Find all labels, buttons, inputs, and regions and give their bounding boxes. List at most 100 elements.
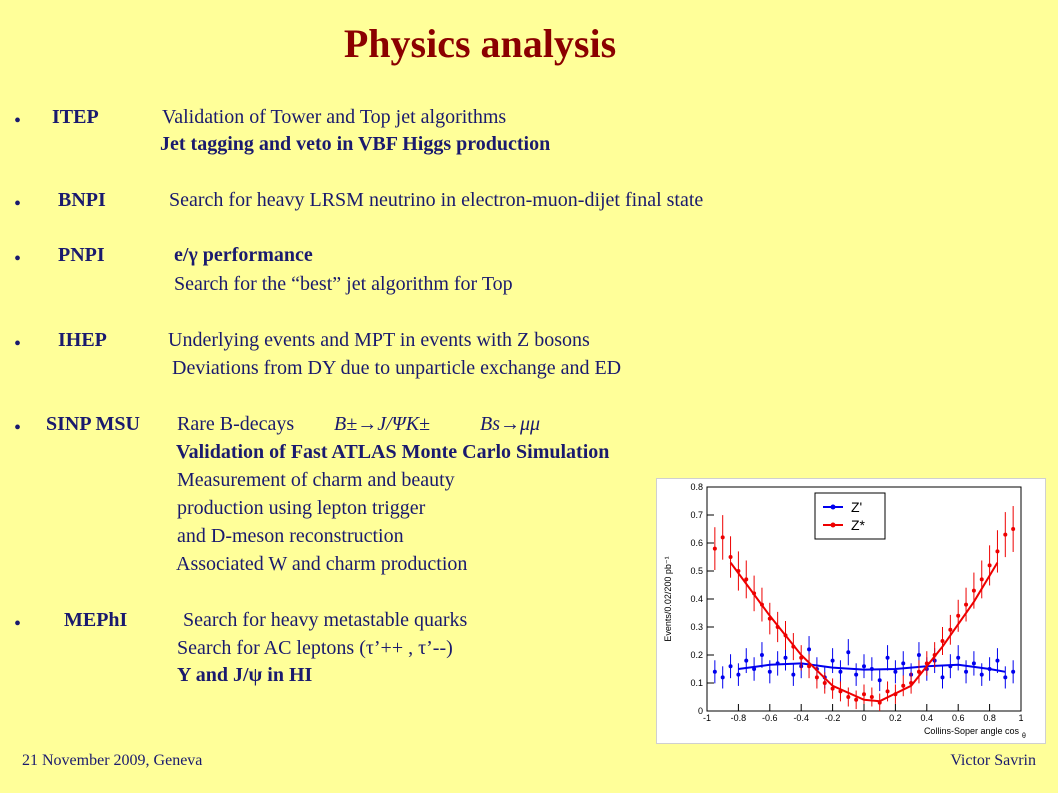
y-tick-label: 0 — [698, 706, 703, 716]
institute-sinp: SINP MSU — [46, 413, 140, 435]
data-point — [1011, 669, 1016, 674]
data-point — [759, 653, 764, 657]
data-point — [940, 639, 945, 643]
x-axis-label-subscript: θ — [1022, 733, 1026, 740]
data-point — [885, 655, 890, 660]
bullet-ihep: • — [14, 333, 22, 355]
bullet-itep: • — [14, 110, 22, 132]
bnpi-line-1: Search for heavy LRSM neutrino in electr… — [169, 189, 704, 211]
y-tick-label: 0.8 — [690, 482, 703, 492]
institute-mephi: MEPhI — [64, 609, 128, 631]
data-point — [869, 695, 874, 699]
data-point — [979, 672, 984, 677]
mephi-line-3: Y and J/ψ in HI — [177, 664, 313, 686]
data-point — [846, 695, 851, 699]
data-point — [822, 681, 827, 685]
x-tick-label: 0.4 — [921, 713, 934, 723]
data-point — [862, 664, 866, 669]
data-point — [767, 669, 772, 674]
legend-box — [814, 492, 886, 540]
legend-marker — [830, 522, 836, 528]
y-tick-label: 0.4 — [690, 594, 703, 604]
itep-line-1: Validation of Tower and Top jet algorith… — [162, 106, 507, 128]
bullet-bnpi: • — [14, 193, 22, 215]
data-point — [728, 664, 733, 669]
sinp-line-1: Rare B-decays — [177, 413, 295, 435]
data-point — [995, 549, 1000, 554]
data-point — [1011, 527, 1016, 531]
data-point — [830, 686, 835, 691]
institute-bnpi: BNPI — [58, 189, 106, 211]
fit-curve — [738, 662, 1006, 673]
pnpi-line-1: e/γ performance — [174, 244, 313, 266]
x-tick-label: -0.8 — [731, 713, 747, 723]
data-point — [854, 697, 859, 702]
data-point — [838, 669, 843, 674]
data-point — [814, 675, 819, 680]
data-point — [862, 692, 866, 697]
x-tick-label: -0.4 — [793, 713, 809, 723]
cos-theta-distribution-chart: 0 0.1 0.2 0.3 0.4 0.5 0.6 0.7 0.8 -1 -0.8 -0.6 -0.4 -… — [656, 478, 1046, 744]
data-point — [720, 675, 725, 680]
chart-svg: 0 0.1 0.2 0.3 0.4 0.5 0.6 0.7 0.8 -1 -0.8 -0.6 -0.4 -… — [663, 482, 1026, 740]
data-point — [712, 669, 717, 674]
legend: Z' Z* — [814, 492, 886, 540]
data-point — [964, 602, 969, 607]
institute-pnpi: PNPI — [58, 244, 105, 266]
y-tick-label: 0.6 — [690, 538, 703, 548]
data-point — [744, 658, 749, 663]
footer-author: Victor Savrin — [950, 752, 1036, 769]
y-tick-label: 0.7 — [690, 510, 703, 520]
data-point — [830, 658, 835, 663]
bullet-mephi: • — [14, 613, 22, 635]
x-tick-label: 1 — [1018, 713, 1023, 723]
y-tick-label: 0.3 — [690, 622, 703, 632]
data-point — [736, 672, 741, 677]
data-point — [940, 675, 945, 680]
mephi-line-2: Search for AC leptons (τ’++ , τ’--) — [177, 637, 453, 659]
ihep-line-1: Underlying events and MPT in events with… — [168, 329, 590, 351]
x-tick-label: 0 — [861, 713, 866, 723]
pnpi-line-2: Search for the “best” jet algorithm for … — [174, 273, 513, 295]
data-point — [712, 546, 717, 551]
data-point — [901, 661, 906, 666]
data-point — [916, 653, 921, 657]
sinp-line-6: Associated W and charm production — [176, 553, 468, 575]
slide-title: Physics analysis — [343, 21, 617, 66]
data-point — [885, 689, 890, 694]
data-point — [971, 588, 976, 593]
data-point — [1003, 675, 1008, 680]
data-point — [948, 627, 953, 632]
series-z-prime — [712, 636, 1016, 692]
y-axis-label: Events/0.02/200 pb⁻¹ — [663, 556, 673, 641]
itep-line-2: Jet tagging and veto in VBF Higgs produc… — [160, 133, 551, 155]
data-point — [744, 577, 749, 582]
sinp-line-3: Measurement of charm and beauty — [177, 469, 455, 491]
bullet-pnpi: • — [14, 248, 22, 270]
data-point — [720, 535, 725, 540]
data-point — [987, 563, 992, 568]
data-point — [877, 678, 882, 683]
bullet-sinp: • — [14, 417, 22, 439]
y-tick-label: 0.5 — [690, 566, 703, 576]
legend-label: Z* — [851, 517, 866, 533]
y-tick-label: 0.1 — [690, 678, 703, 688]
x-tick-label: 0.2 — [889, 713, 902, 723]
mephi-line-1: Search for heavy metastable quarks — [183, 609, 468, 631]
sinp-line-4: production using lepton trigger — [177, 497, 426, 519]
institute-ihep: IHEP — [58, 329, 107, 351]
sinp-decay-2: Bs→μμ — [480, 413, 541, 435]
series-z-star — [712, 506, 1016, 711]
sinp-decay-1: B±→J/ΨK± — [334, 413, 431, 435]
data-point — [807, 647, 812, 652]
x-axis-label: Collins-Soper angle cos — [924, 726, 1020, 736]
sinp-line-2: Validation of Fast ATLAS Monte Carlo Sim… — [176, 441, 610, 463]
data-point — [783, 655, 788, 660]
data-point — [964, 669, 969, 674]
data-point — [916, 669, 921, 674]
data-point — [956, 655, 961, 660]
institute-itep: ITEP — [52, 106, 99, 128]
data-point — [995, 658, 1000, 663]
data-point — [846, 650, 851, 655]
x-tick-label: 0.8 — [983, 713, 996, 723]
